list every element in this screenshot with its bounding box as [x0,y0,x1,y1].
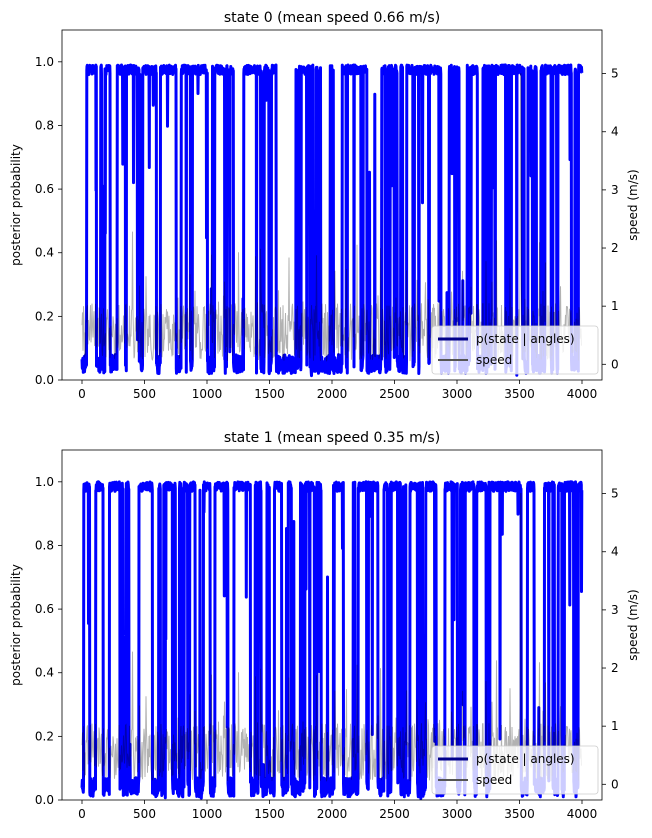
y-tick-label: 0.6 [35,602,54,616]
x-tick-label: 3500 [504,807,535,821]
x-ticks: 0 500 1000 1500 2000 2500 3000 3500 4000 [78,380,597,401]
y-axis-label: posterior probability [9,564,23,686]
y2-tick-label: 4 [611,545,619,559]
chart-title: state 1 (mean speed 0.35 m/s) [224,430,440,446]
chart-panel-state-1: state 1 (mean speed 0.35 m/s) 0 500 1000 15… [9,430,640,821]
y2-tick-label: 1 [611,719,619,733]
y-tick-label: 0.0 [35,793,54,807]
legend-label-speed: speed [476,773,512,787]
x-tick-label: 1000 [192,387,223,401]
y-ticks: 0.0 0.2 0.4 0.6 0.8 1.0 [35,475,62,807]
y-tick-label: 0.2 [35,309,54,323]
x-tick-label: 2000 [317,387,348,401]
legend: p(state | angles) speed [431,325,599,375]
y-tick-label: 0.6 [35,182,54,196]
y2-tick-label: 5 [611,487,619,501]
x-ticks: 0 500 1000 1500 2000 2500 3000 3500 4000 [78,800,597,821]
x-tick-label: 1500 [254,387,285,401]
y2-axis-label: speed (m/s) [626,589,640,660]
y2-tick-label: 1 [611,299,619,313]
legend-box [431,745,599,795]
posterior-probability-line [80,63,584,378]
y2-tick-label: 5 [611,67,619,81]
y-tick-label: 0.8 [35,118,54,132]
x-tick-label: 1000 [192,807,223,821]
y2-tick-label: 2 [611,661,619,675]
y-ticks: 0.0 0.2 0.4 0.6 0.8 1.0 [35,55,62,387]
y-tick-label: 1.0 [35,475,54,489]
x-tick-label: 2500 [379,387,410,401]
y2-tick-label: 4 [611,125,619,139]
y2-axis-label: speed (m/s) [626,169,640,240]
legend-label-posterior: p(state | angles) [476,332,575,346]
y2-tick-label: 3 [611,183,619,197]
legend-label-posterior: p(state | angles) [476,752,575,766]
x-tick-label: 4000 [567,387,598,401]
y2-ticks: 0 1 2 3 4 5 [602,67,619,371]
y2-tick-label: 0 [611,357,619,371]
legend-label-speed: speed [476,353,512,367]
posterior-probability-line [80,480,584,800]
y2-tick-label: 0 [611,777,619,791]
x-tick-label: 3500 [504,387,535,401]
x-tick-label: 0 [78,807,86,821]
chart-panel-state-0: state 0 (mean speed 0.66 m/s) 0 500 1000 15… [9,10,640,401]
y-axis-label: posterior probability [9,144,23,266]
x-tick-label: 500 [133,387,156,401]
x-tick-label: 4000 [567,807,598,821]
x-tick-label: 3000 [442,387,473,401]
y-tick-label: 0.4 [35,246,54,260]
x-tick-label: 1500 [254,807,285,821]
y-tick-label: 0.8 [35,538,54,552]
y2-tick-label: 3 [611,603,619,617]
y2-tick-label: 2 [611,241,619,255]
x-tick-label: 2500 [379,807,410,821]
legend-box [431,325,599,375]
y-tick-label: 1.0 [35,55,54,69]
x-tick-label: 0 [78,387,86,401]
chart-title: state 0 (mean speed 0.66 m/s) [224,10,440,26]
legend: p(state | angles) speed [431,745,599,795]
y-tick-label: 0.0 [35,373,54,387]
x-tick-label: 3000 [442,807,473,821]
y-tick-label: 0.2 [35,729,54,743]
y2-ticks: 0 1 2 3 4 5 [602,487,619,791]
x-tick-label: 2000 [317,807,348,821]
y-tick-label: 0.4 [35,666,54,680]
x-tick-label: 500 [133,807,156,821]
